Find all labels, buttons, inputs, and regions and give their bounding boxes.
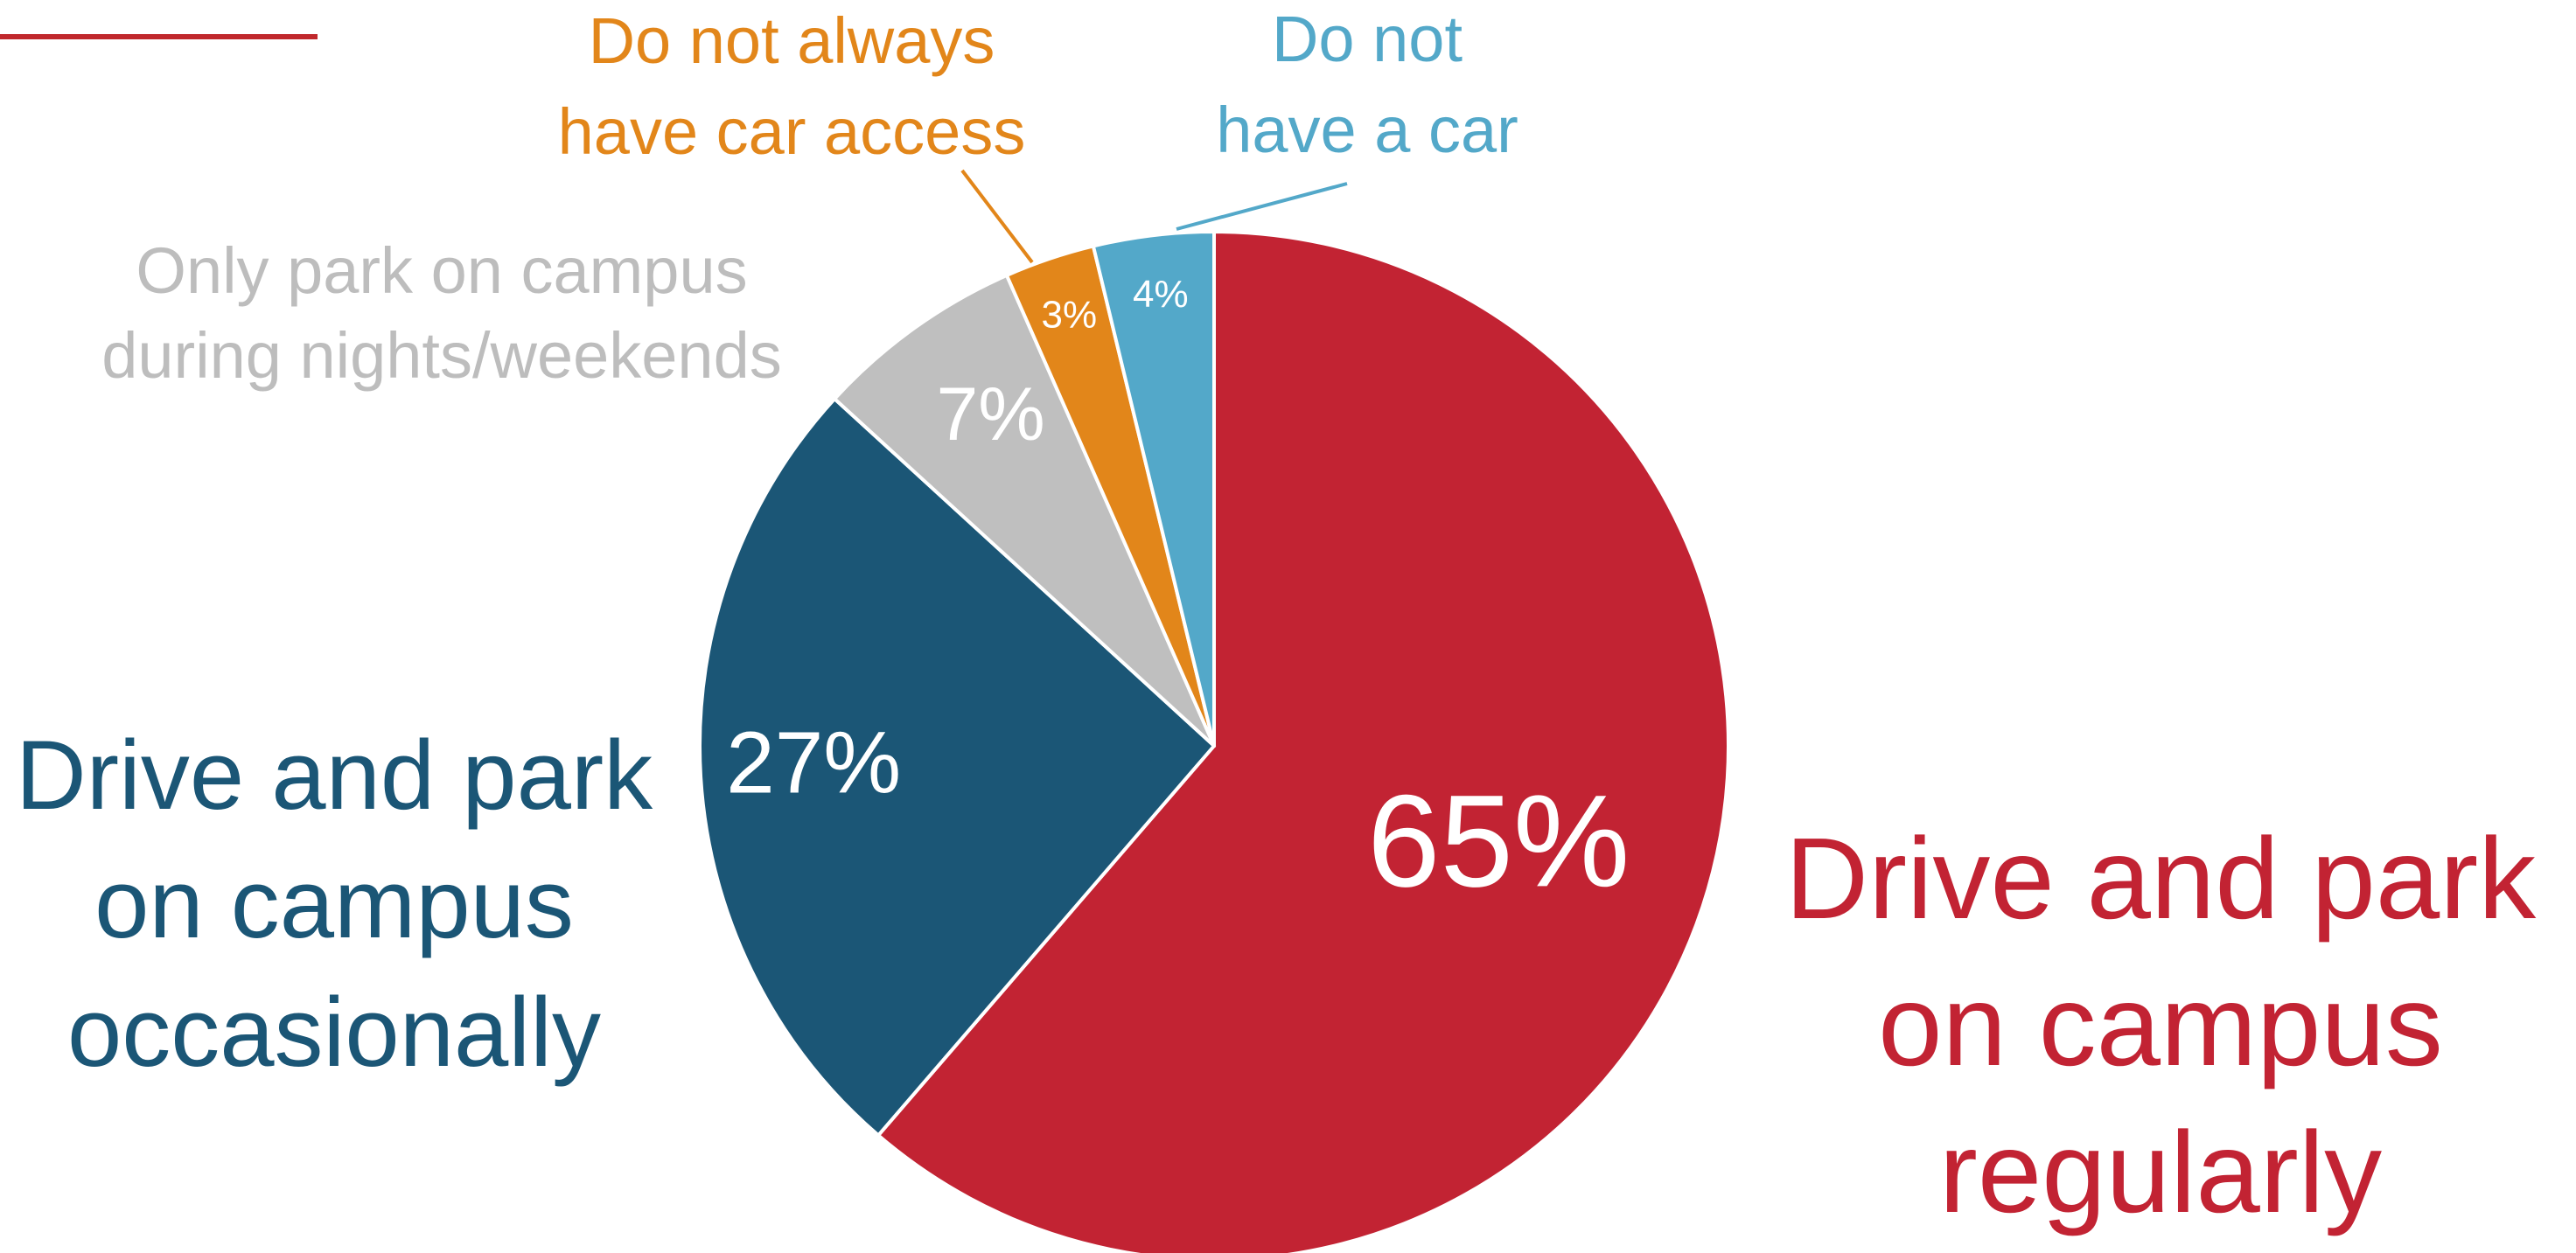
category-label-2-line-1: Drive and park: [16, 720, 653, 830]
pie-slice-2: [698, 397, 1216, 1138]
value-labels: 65% 27% 7% 3% 4%: [726, 273, 1630, 915]
category-label-2: Drive and park on campus occasionally: [16, 720, 653, 1087]
pie-slices: [698, 230, 1730, 1253]
pie-slice-5: [1091, 230, 1216, 748]
category-label-5-line-1: Do not: [1272, 3, 1463, 75]
pie-slice-3: [833, 273, 1216, 748]
value-label-1: 65%: [1367, 767, 1630, 914]
value-label-4: 3%: [1041, 293, 1097, 336]
category-label-3-line-1: Only park on campus: [136, 234, 747, 307]
value-label-3: 7%: [936, 372, 1044, 456]
category-label-3: Only park on campus during nights/weekend…: [101, 234, 782, 392]
category-label-3-line-2: during nights/weekends: [101, 319, 782, 392]
category-label-2-line-3: occasionally: [67, 978, 601, 1087]
category-label-1-line-1: Drive and park: [1785, 814, 2537, 943]
category-label-1-line-2: on campus: [1878, 961, 2443, 1089]
category-label-4-line-1: Do not always: [589, 4, 995, 77]
category-label-1: Drive and park on campus regularly: [1785, 814, 2537, 1236]
category-label-5: Do not have a car: [1216, 3, 1518, 166]
category-label-4-line-2: have car access: [558, 95, 1026, 168]
category-label-1-line-3: regularly: [1939, 1108, 2382, 1236]
leader-line-4: [960, 169, 1034, 264]
value-label-2: 27%: [726, 714, 901, 812]
category-label-4: Do not always have car access: [558, 4, 1026, 168]
pie-slice-1: [876, 230, 1730, 1253]
leader-line-5: [1176, 182, 1348, 231]
category-label-5-line-2: have a car: [1216, 94, 1518, 166]
category-label-2-line-2: on campus: [94, 849, 574, 958]
value-label-5: 4%: [1133, 273, 1189, 316]
leader-lines: [960, 169, 1348, 264]
